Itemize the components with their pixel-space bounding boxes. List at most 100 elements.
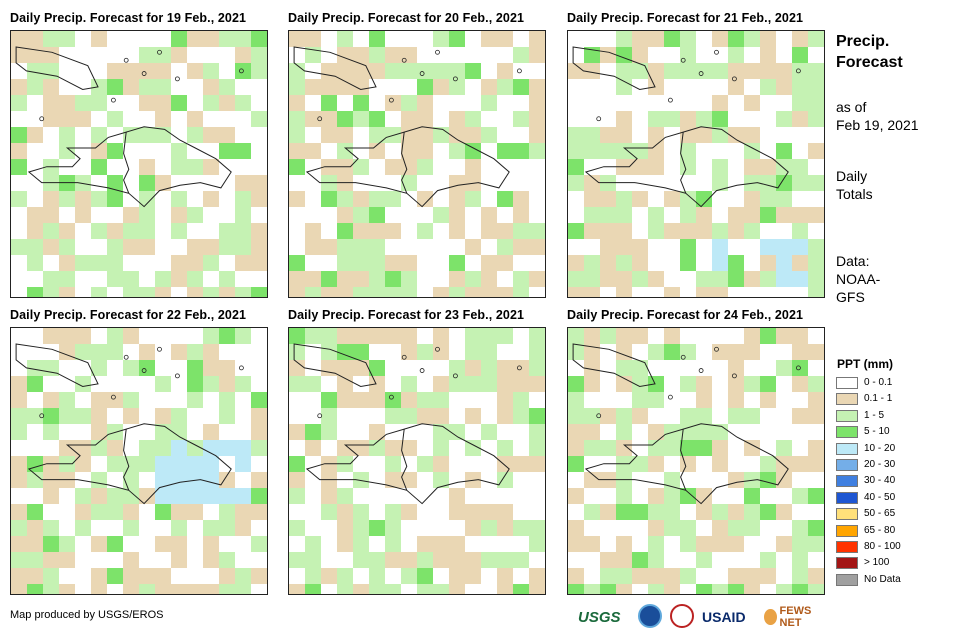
precip-cell: [155, 440, 171, 456]
precip-cell: [139, 191, 155, 207]
precip-cell: [139, 424, 155, 440]
precip-cell: [760, 31, 776, 47]
precip-cell: [59, 584, 75, 594]
precip-cell: [529, 456, 545, 472]
precip-cell: [616, 536, 632, 552]
precip-cell: [584, 536, 600, 552]
precip-cell: [107, 207, 123, 223]
precip-cell: [680, 63, 696, 79]
precip-cell: [251, 408, 267, 424]
precip-cell: [401, 127, 417, 143]
precip-cell: [616, 239, 632, 255]
precip-cell: [11, 504, 27, 520]
precip-cell: [11, 440, 27, 456]
precip-cell: [680, 175, 696, 191]
precip-cell: [648, 392, 664, 408]
legend-swatch: [836, 524, 858, 537]
precip-cell: [616, 95, 632, 111]
precip-cell: [107, 392, 123, 408]
precip-cell: [449, 79, 465, 95]
precip-cell: [75, 159, 91, 175]
precip-cell: [792, 328, 808, 344]
precip-cell: [305, 287, 321, 297]
precip-cell: [808, 504, 824, 520]
precip-cell: [513, 424, 529, 440]
precip-cell: [75, 31, 91, 47]
precip-cell: [712, 408, 728, 424]
precip-cell: [187, 376, 203, 392]
precip-cell: [696, 376, 712, 392]
precip-cell: [11, 111, 27, 127]
precip-cell: [11, 568, 27, 584]
precip-cell: [337, 207, 353, 223]
precip-cell: [27, 584, 43, 594]
precip-cell: [497, 472, 513, 488]
precip-cell: [600, 568, 616, 584]
precip-cell: [91, 472, 107, 488]
precip-cell: [91, 520, 107, 536]
legend-swatch: [836, 377, 858, 389]
precip-cell: [465, 344, 481, 360]
precip-cell: [664, 456, 680, 472]
precip-cell: [305, 424, 321, 440]
precip-cell: [187, 504, 203, 520]
precip-cell: [465, 488, 481, 504]
precip-cell: [305, 552, 321, 568]
precip-cell: [744, 287, 760, 297]
precip-cell: [465, 95, 481, 111]
precip-cell: [171, 488, 187, 504]
precip-cell: [776, 175, 792, 191]
precip-cell: [337, 287, 353, 297]
precip-cell: [632, 472, 648, 488]
precip-cell: [529, 159, 545, 175]
precip-cell: [401, 255, 417, 271]
precip-cell: [433, 175, 449, 191]
precip-cell: [744, 568, 760, 584]
precip-cell: [760, 47, 776, 63]
legend-label: 50 - 65: [864, 508, 896, 520]
precip-cell: [75, 271, 91, 287]
precip-cell: [497, 392, 513, 408]
precip-cell: [27, 79, 43, 95]
precip-cell: [465, 376, 481, 392]
precip-cell: [107, 287, 123, 297]
precip-cell: [792, 424, 808, 440]
precip-cell: [171, 239, 187, 255]
precip-cell: [203, 328, 219, 344]
precip-cell: [171, 79, 187, 95]
precip-cell: [171, 328, 187, 344]
precip-cell: [497, 408, 513, 424]
precip-cell: [139, 392, 155, 408]
precip-cell: [203, 143, 219, 159]
precip-cell: [401, 376, 417, 392]
precip-cell: [433, 456, 449, 472]
precip-cell: [11, 143, 27, 159]
precip-cell: [680, 47, 696, 63]
precip-cell: [417, 424, 433, 440]
precip-cell: [123, 504, 139, 520]
precip-cell: [513, 408, 529, 424]
precip-cell: [75, 392, 91, 408]
islet-outline: [141, 71, 147, 76]
precip-cell: [107, 47, 123, 63]
islet-outline: [596, 116, 602, 122]
precip-cell: [337, 520, 353, 536]
precip-cell: [27, 408, 43, 424]
precip-cell: [776, 287, 792, 297]
precip-cell: [664, 207, 680, 223]
precip-cell: [139, 552, 155, 568]
precip-cell: [91, 191, 107, 207]
precip-cell: [680, 424, 696, 440]
precip-cell: [203, 520, 219, 536]
precip-cell: [664, 472, 680, 488]
precip-cell: [792, 223, 808, 239]
precip-cell: [171, 392, 187, 408]
precip-cell: [744, 504, 760, 520]
precip-cell: [584, 552, 600, 568]
precip-cell: [171, 568, 187, 584]
precip-cell: [513, 584, 529, 594]
precip-cell: [91, 143, 107, 159]
daily-totals-text: Daily Totals: [836, 167, 873, 203]
precip-cell: [481, 111, 497, 127]
precip-cell: [529, 111, 545, 127]
